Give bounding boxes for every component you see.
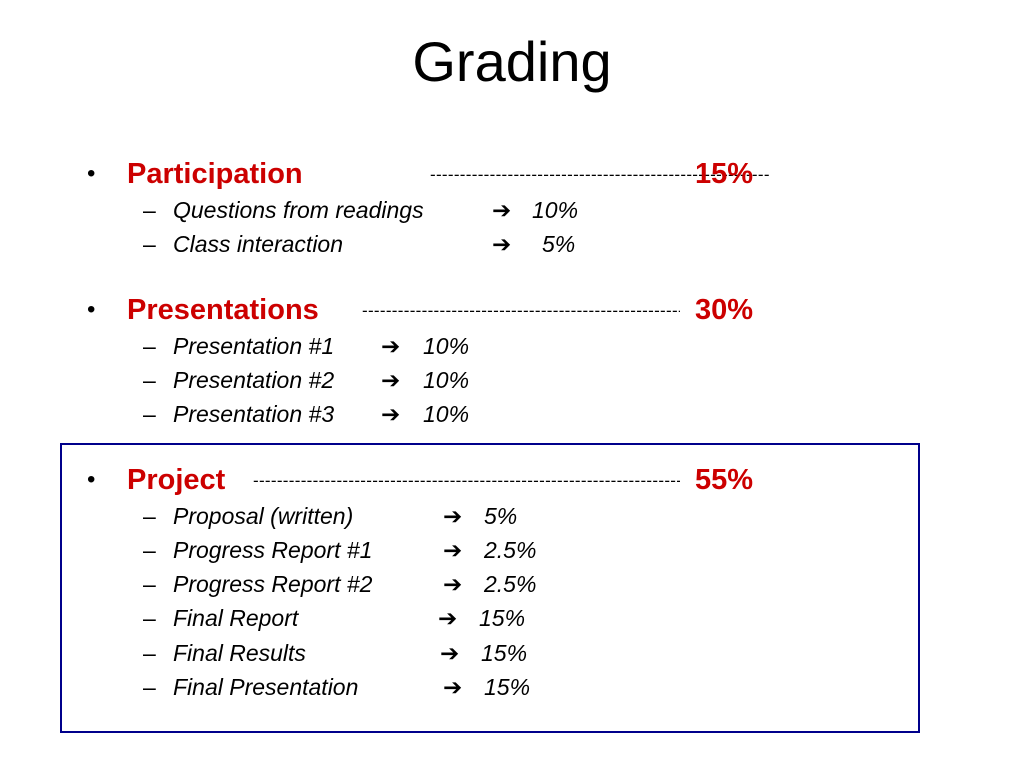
item-label: Presentation #1 bbox=[173, 333, 335, 359]
item-label: Final Report bbox=[173, 605, 299, 631]
item-label: Presentation #2 bbox=[173, 367, 335, 393]
arrow-right-icon: ➔ bbox=[443, 537, 463, 563]
item-label: Proposal (written) bbox=[173, 503, 354, 529]
item-value: 15% bbox=[481, 640, 528, 666]
item-value: 10% bbox=[423, 367, 470, 393]
section-label: Project bbox=[127, 464, 226, 496]
bullet-icon: • bbox=[87, 466, 96, 493]
item-value: 2.5% bbox=[484, 571, 537, 597]
item-value: 10% bbox=[423, 401, 470, 427]
item-value: 10% bbox=[532, 197, 579, 223]
arrow-right-icon: ➔ bbox=[438, 605, 458, 631]
bullet-icon: • bbox=[87, 160, 96, 187]
item-value: 5% bbox=[484, 503, 518, 529]
dash-icon: – bbox=[143, 571, 156, 597]
dash-icon: – bbox=[143, 231, 156, 257]
dotted-leader: ----------------------------------------… bbox=[253, 471, 680, 490]
dash-icon: – bbox=[143, 367, 156, 393]
section-percent: 30% bbox=[695, 294, 754, 326]
item-label: Progress Report #2 bbox=[173, 571, 373, 597]
section-label: Presentations bbox=[127, 294, 319, 326]
arrow-right-icon: ➔ bbox=[443, 674, 463, 700]
item-value: 10% bbox=[423, 333, 470, 359]
section-label: Participation bbox=[127, 158, 303, 190]
item-label: Questions from readings bbox=[173, 197, 424, 223]
section-percent: 55% bbox=[695, 464, 754, 496]
item-label: Final Results bbox=[173, 640, 306, 666]
dash-icon: – bbox=[143, 674, 156, 700]
dash-icon: – bbox=[143, 197, 156, 223]
slide-title: Grading bbox=[412, 30, 612, 93]
dash-icon: – bbox=[143, 503, 156, 529]
item-value: 15% bbox=[484, 674, 531, 700]
dash-icon: – bbox=[143, 537, 156, 563]
arrow-right-icon: ➔ bbox=[443, 503, 463, 529]
dash-icon: – bbox=[143, 401, 156, 427]
bullet-icon: • bbox=[87, 296, 96, 323]
arrow-right-icon: ➔ bbox=[440, 640, 460, 666]
arrow-right-icon: ➔ bbox=[492, 231, 512, 257]
dash-icon: – bbox=[143, 605, 156, 631]
project-highlight-box bbox=[60, 443, 920, 733]
item-label: Final Presentation bbox=[173, 674, 359, 700]
item-label: Class interaction bbox=[173, 231, 344, 257]
item-label: Presentation #3 bbox=[173, 401, 335, 427]
dash-icon: – bbox=[143, 640, 156, 666]
item-label: Progress Report #1 bbox=[173, 537, 373, 563]
item-value: 2.5% bbox=[484, 537, 537, 563]
item-value: 5% bbox=[542, 231, 576, 257]
arrow-right-icon: ➔ bbox=[443, 571, 463, 597]
arrow-right-icon: ➔ bbox=[381, 333, 401, 359]
arrow-right-icon: ➔ bbox=[492, 197, 512, 223]
dotted-leader: ----------------------------------------… bbox=[430, 165, 770, 184]
arrow-right-icon: ➔ bbox=[381, 367, 401, 393]
dash-icon: – bbox=[143, 333, 156, 359]
section-percent: 15% bbox=[695, 158, 754, 190]
dotted-leader: ----------------------------------------… bbox=[362, 301, 680, 320]
item-value: 15% bbox=[479, 605, 526, 631]
arrow-right-icon: ➔ bbox=[381, 401, 401, 427]
